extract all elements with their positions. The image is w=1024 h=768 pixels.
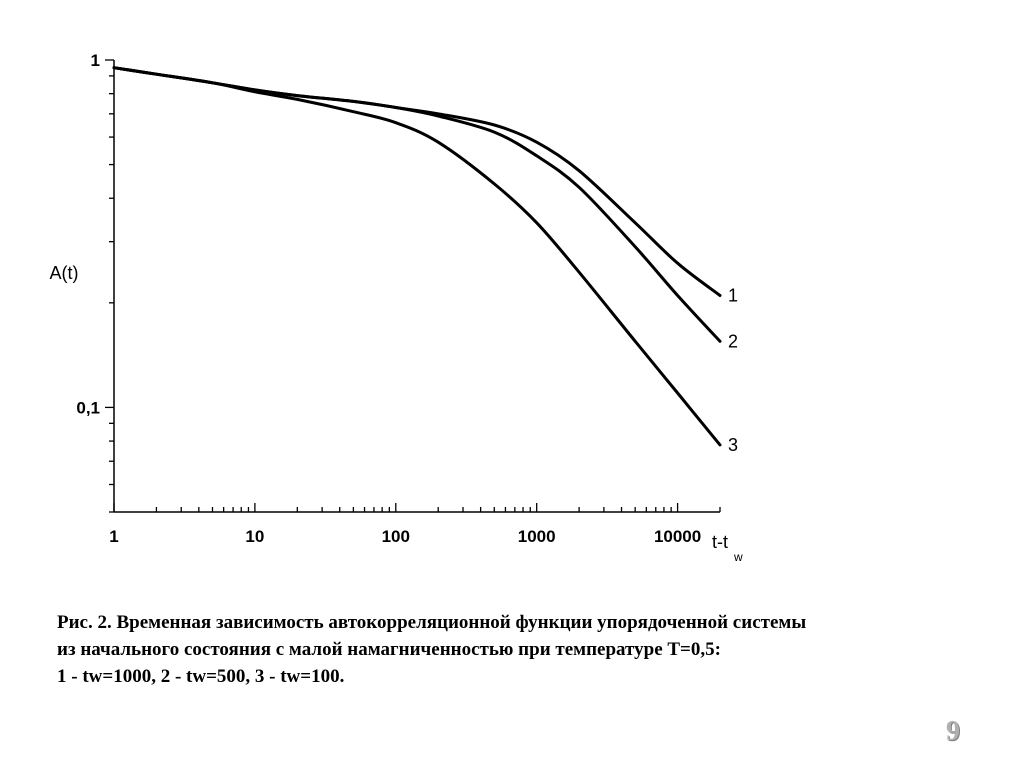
- series-line-1: [112, 66, 722, 297]
- autocorrelation-chart: 1 10 100 1000 10000 0,1 1 A(t) t-t w 1 2 3: [50, 51, 744, 564]
- caption-line-1: Рис. 2. Временная зависимость автокоррел…: [57, 612, 807, 633]
- series-lines: [112, 66, 722, 447]
- x-tick-label: 10000: [654, 527, 701, 546]
- y-tick-label: 0,1: [76, 398, 100, 417]
- caption-line-3: 1 - tw=1000, 2 - tw=500, 3 - tw=100.: [57, 666, 345, 687]
- x-tick-label: 1000: [518, 527, 556, 546]
- x-axis-label-subscript: w: [733, 550, 743, 564]
- series-label-1: 1: [728, 285, 738, 305]
- x-tick-label: 100: [382, 527, 410, 546]
- series-line-2: [112, 66, 722, 343]
- ticks: [105, 59, 721, 513]
- y-tick-label: 1: [91, 51, 100, 70]
- caption-line-2: из начального состояния с малой намагнич…: [57, 639, 721, 660]
- x-tick-label: 1: [109, 527, 118, 546]
- figure-caption: Рис. 2. Временная зависимость автокоррел…: [57, 609, 997, 690]
- axes: [113, 60, 720, 513]
- x-axis-label: t-t: [712, 532, 728, 552]
- series-label-3: 3: [728, 435, 738, 455]
- x-tick-label: 10: [245, 527, 264, 546]
- chart-labels: 1 10 100 1000 10000 0,1 1 A(t) t-t w 1 2 3: [50, 51, 744, 564]
- series-line-3: [112, 66, 722, 447]
- series-label-2: 2: [728, 331, 738, 351]
- y-axis-label: A(t): [50, 263, 79, 283]
- page-number: 9: [946, 716, 960, 747]
